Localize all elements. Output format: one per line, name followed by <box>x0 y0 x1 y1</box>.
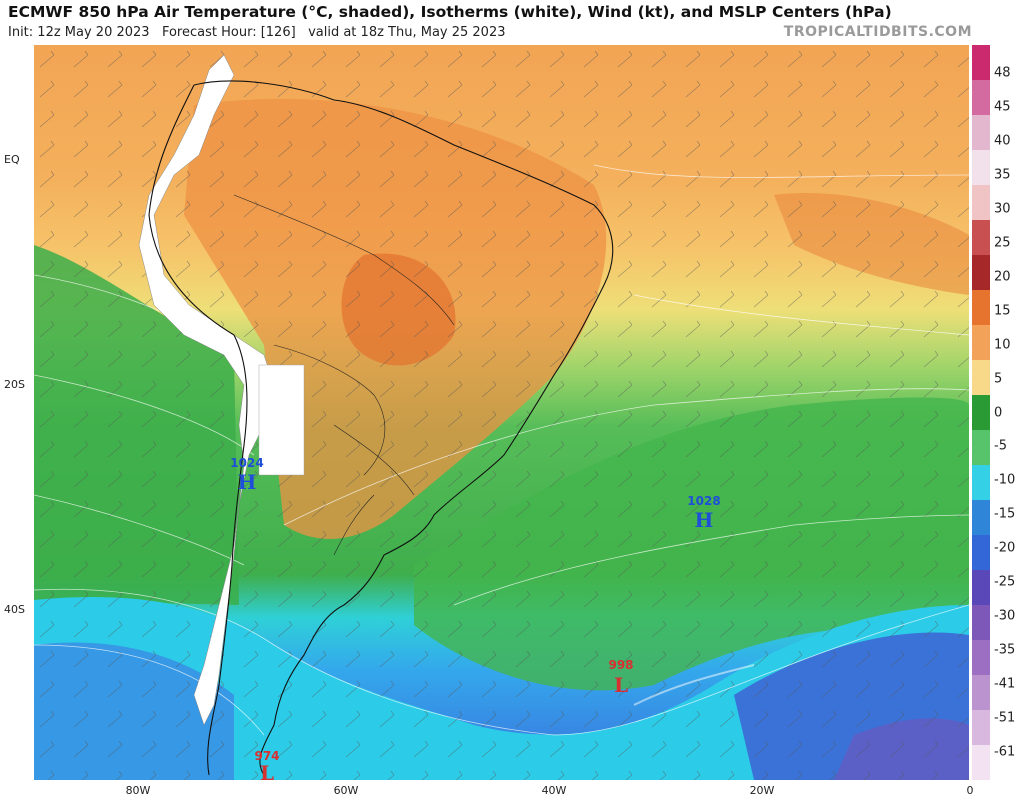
colorbar-tick-label: -15 <box>994 506 1016 522</box>
colorbar-tick-label: 35 <box>994 167 1011 183</box>
colorbar-segment <box>972 325 990 361</box>
colorbar-tick-label: 0 <box>994 405 1003 420</box>
colorbar-segment <box>972 605 990 641</box>
colorbar-tick-label: 20 <box>994 269 1011 285</box>
colorbar-segment <box>972 710 990 746</box>
lon-label-0: 0 <box>966 784 974 797</box>
map-subtitle: Init: 12z May 20 2023 Forecast Hour: [12… <box>8 25 506 40</box>
colorbar-segment <box>972 255 990 291</box>
pressure-letter: L <box>614 673 628 697</box>
init-time: Init: 12z May 20 2023 <box>8 25 150 40</box>
pressure-center-low-998: 998 L <box>608 658 633 697</box>
colorbar-segment <box>972 220 990 256</box>
lat-label-40s: 40S <box>4 603 25 616</box>
colorbar-tick-label: -61 <box>994 744 1016 760</box>
pressure-letter: H <box>238 470 257 494</box>
colorbar-tick-label: 48 <box>994 65 1011 81</box>
colorbar-tick-label: -5 <box>994 438 1007 454</box>
colorbar-segment <box>972 640 990 676</box>
weather-map: 1024 H 1028 H 998 L 974 L <box>34 45 969 780</box>
pressure-center-low-974: 974 L <box>254 749 279 780</box>
pressure-letter: H <box>695 508 714 532</box>
colorbar-tick-label: -41 <box>994 676 1016 692</box>
colorbar-tick-label: 45 <box>994 99 1011 115</box>
andes-highland-block <box>258 364 305 476</box>
colorbar-tick-label: 15 <box>994 303 1011 319</box>
colorbar-tick-label: -30 <box>994 608 1016 624</box>
colorbar-segment <box>972 185 990 221</box>
temperature-colorbar <box>972 45 990 780</box>
pressure-value: 1028 <box>687 494 720 508</box>
colorbar-segment <box>972 570 990 606</box>
lat-label-eq: EQ <box>4 153 20 166</box>
lon-label-60w: 60W <box>333 784 359 797</box>
colorbar-tick-label: -25 <box>994 574 1016 590</box>
colorbar-tick-label: -35 <box>994 642 1016 658</box>
valid-time: valid at 18z Thu, May 25 2023 <box>308 25 506 40</box>
colorbar-tick-label: 25 <box>994 235 1011 251</box>
pressure-value: 974 <box>254 749 279 763</box>
country-borders <box>233 194 455 556</box>
colorbar-segment <box>972 430 990 466</box>
colorbar-segment <box>972 675 990 711</box>
map-title: ECMWF 850 hPa Air Temperature (°C, shade… <box>8 3 892 21</box>
colorbar-segment <box>972 80 990 116</box>
colorbar-segment <box>972 465 990 501</box>
lon-label-40w: 40W <box>541 784 567 797</box>
colorbar-tick-label: -51 <box>994 710 1016 726</box>
colorbar-segment <box>972 150 990 186</box>
coastlines <box>148 80 614 776</box>
colorbar-tick-label: 40 <box>994 133 1011 149</box>
colorbar-tick-label: -20 <box>994 540 1016 556</box>
pressure-letter: L <box>260 761 274 780</box>
colorbar-segment <box>972 115 990 151</box>
colorbar-segment <box>972 395 990 431</box>
colorbar-tick-label: 30 <box>994 201 1011 217</box>
colorbar-segment <box>972 290 990 326</box>
wind-barbs-layer <box>34 45 969 780</box>
lon-label-80w: 80W <box>125 784 151 797</box>
colorbar-tick-label: -10 <box>994 472 1016 488</box>
colorbar-segment <box>972 745 990 780</box>
colorbar-segment <box>972 45 990 81</box>
forecast-hour: Forecast Hour: [126] <box>161 25 296 40</box>
pressure-value: 1024 <box>230 456 263 470</box>
lat-label-20s: 20S <box>4 378 25 391</box>
colorbar-tick-label: 10 <box>994 337 1011 353</box>
pressure-center-high-1028: 1028 H <box>687 494 720 532</box>
colorbar-segment <box>972 535 990 571</box>
pressure-center-high-1024: 1024 H <box>230 456 263 494</box>
colorbar-segment <box>972 500 990 536</box>
pressure-value: 998 <box>608 658 633 672</box>
lon-label-20w: 20W <box>749 784 775 797</box>
site-credit: TROPICALTIDBITS.COM <box>783 24 972 40</box>
colorbar-segment <box>972 360 990 396</box>
colorbar-tick-label: 5 <box>994 371 1003 387</box>
sea-ice-edge <box>633 664 755 706</box>
